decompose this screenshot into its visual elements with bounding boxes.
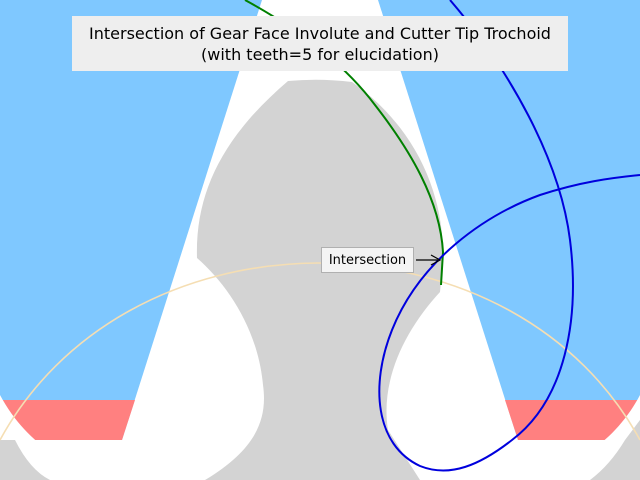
cutter-region-right <box>378 0 640 440</box>
title-line-2: (with teeth=5 for elucidation) <box>201 44 439 64</box>
gear-neighbor-tooth-right <box>590 420 640 480</box>
gear-tooth <box>196 79 444 480</box>
diagram-title: Intersection of Gear Face Involute and C… <box>72 16 568 71</box>
gear-neighbor-tooth-left <box>0 440 50 480</box>
root-clearance-circle <box>0 395 640 480</box>
cutter-region-left <box>0 0 262 440</box>
intersection-label: Intersection <box>328 252 407 268</box>
cutter-tip-band-left <box>0 400 135 440</box>
title-line-1: Intersection of Gear Face Involute and C… <box>89 23 551 43</box>
cutter-tip-band-right <box>505 400 640 440</box>
tip-trochoid-curve <box>378 0 640 472</box>
arrow-head <box>430 254 442 266</box>
intersection-annotation: Intersection <box>321 247 414 273</box>
